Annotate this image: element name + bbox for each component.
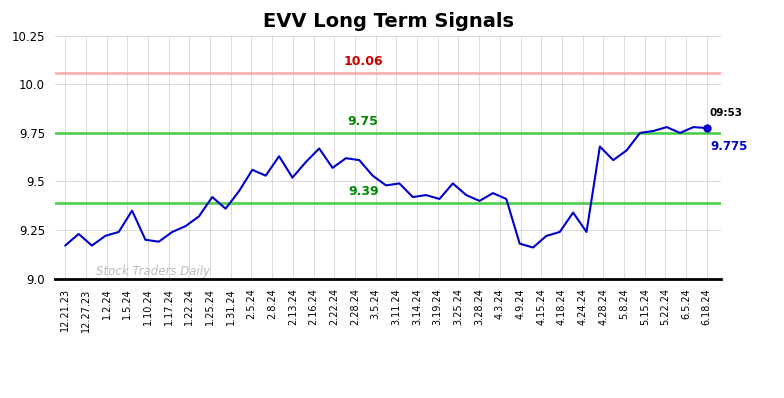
Text: 9.775: 9.775 <box>710 140 747 153</box>
Text: 10.06: 10.06 <box>343 55 383 68</box>
Title: EVV Long Term Signals: EVV Long Term Signals <box>263 12 514 31</box>
Text: 9.75: 9.75 <box>348 115 379 128</box>
Text: Stock Traders Daily: Stock Traders Daily <box>96 265 210 278</box>
Text: 9.39: 9.39 <box>348 185 379 198</box>
Point <box>701 125 713 131</box>
Text: 09:53: 09:53 <box>710 108 743 118</box>
